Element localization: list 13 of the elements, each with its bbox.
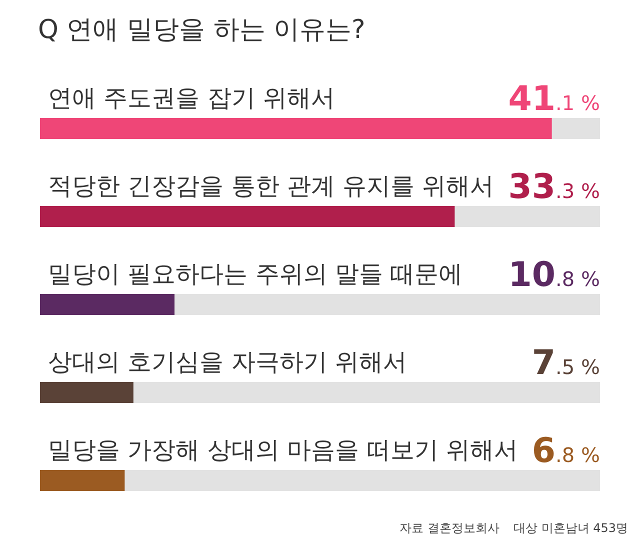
y-tick-label: 적당한 긴장감을 통한 관계 유지를 위해서 — [48, 172, 494, 200]
text: 자료 결혼정보회사 — [400, 521, 500, 535]
y-tick-label: 연애 주도권을 잡기 위해서 — [48, 84, 335, 112]
chart-title: Q 연애 밀당을 하는 이유는? — [38, 15, 366, 45]
y-tick-label: 밀당을 가장해 상대의 마음을 떠보기 위해서 — [48, 436, 518, 464]
data-label: 10.8 % — [508, 255, 600, 295]
data-label: 7.5 % — [532, 343, 600, 383]
y-tick-label: 상대의 호기심을 자극하기 위해서 — [48, 348, 407, 376]
data-label: 41.1 % — [508, 79, 600, 119]
data-label: 6.8 % — [532, 431, 600, 471]
data-label: 33.3 % — [508, 167, 600, 207]
text: 대상 미혼남녀 453명 — [513, 521, 628, 535]
y-tick-label: 밀당이 필요하다는 주위의 말들 때문에 — [48, 260, 463, 288]
